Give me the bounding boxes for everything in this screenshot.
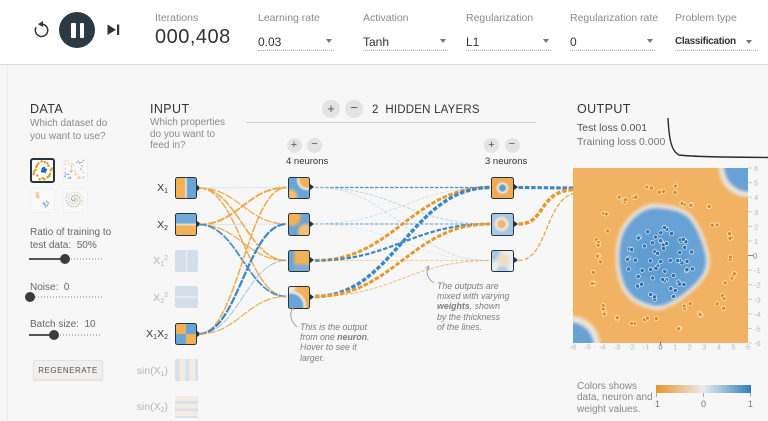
svg-text:2: 2 bbox=[688, 343, 692, 352]
svg-text:6: 6 bbox=[754, 164, 758, 173]
svg-text:3: 3 bbox=[754, 208, 758, 217]
svg-text:-6: -6 bbox=[570, 343, 577, 352]
svg-text:-6: -6 bbox=[754, 339, 761, 348]
svg-text:1: 1 bbox=[673, 343, 677, 352]
svg-text:0: 0 bbox=[701, 399, 706, 409]
svg-text:6: 6 bbox=[746, 343, 750, 352]
svg-text:0: 0 bbox=[753, 252, 757, 261]
svg-text:-2: -2 bbox=[628, 343, 635, 352]
svg-text:5: 5 bbox=[754, 179, 758, 188]
svg-text:0: 0 bbox=[658, 343, 662, 352]
svg-text:1: 1 bbox=[754, 237, 758, 246]
svg-text:-3: -3 bbox=[613, 343, 620, 352]
svg-text:-2: -2 bbox=[754, 281, 761, 290]
svg-text:-4: -4 bbox=[754, 310, 761, 319]
svg-text:-4: -4 bbox=[599, 343, 606, 352]
svg-text:-1: -1 bbox=[643, 343, 650, 352]
svg-text:-1: -1 bbox=[754, 266, 761, 275]
svg-text:4: 4 bbox=[754, 193, 758, 202]
svg-text:-3: -3 bbox=[754, 295, 761, 304]
svg-text:2: 2 bbox=[754, 222, 758, 231]
svg-text:3: 3 bbox=[702, 343, 706, 352]
svg-text:-1: -1 bbox=[654, 399, 660, 409]
svg-text:5: 5 bbox=[731, 343, 735, 352]
svg-text:-5: -5 bbox=[584, 343, 591, 352]
svg-text:-5: -5 bbox=[754, 325, 761, 334]
svg-text:4: 4 bbox=[717, 343, 721, 352]
svg-text:1: 1 bbox=[748, 399, 753, 409]
